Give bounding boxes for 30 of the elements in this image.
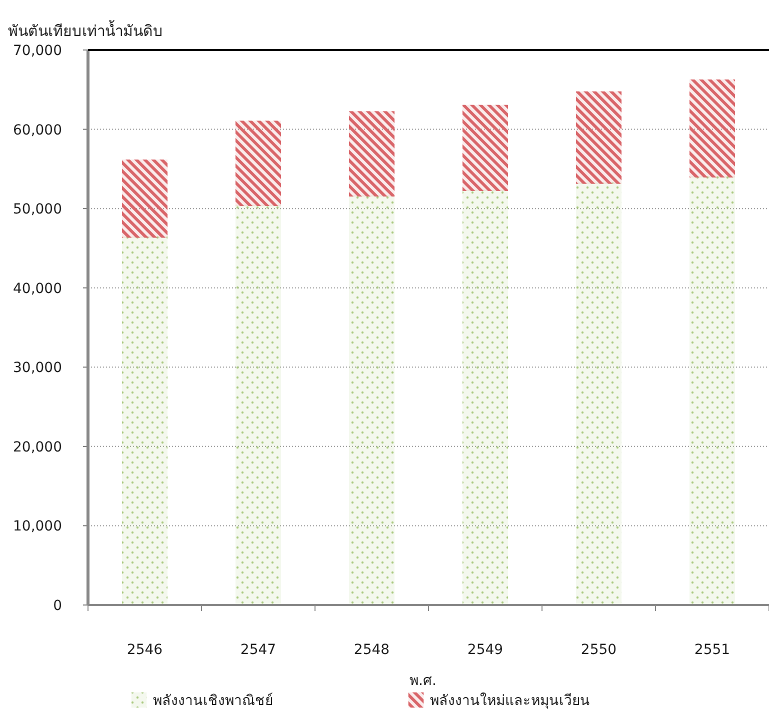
x-tick-label: 2550 [580, 642, 617, 658]
bar [462, 104, 508, 191]
y-axis-title: พันตันเทียบเท่าน้ำมันดิบ [8, 20, 163, 40]
y-tick-label: 50,000 [13, 202, 62, 218]
bar [122, 160, 168, 238]
bar [689, 79, 736, 178]
legend-label: พลังงานเชิงพาณิชย์ [153, 692, 273, 709]
bar [576, 91, 622, 184]
x-tick-label: 2549 [467, 642, 504, 658]
x-tick-label: 2551 [694, 642, 730, 658]
y-tick-label: 60,000 [13, 122, 62, 138]
x-axis-title: พ.ศ. [410, 673, 436, 689]
bar [348, 195, 395, 606]
bar [122, 236, 168, 606]
bar [576, 182, 622, 606]
y-tick-label: 0 [53, 598, 62, 614]
y-tick-label: 40,000 [13, 280, 62, 297]
bar [235, 204, 282, 606]
legend-label: พลังงานใหม่และหมุนเวียน [430, 692, 590, 709]
y-tick-label: 20,000 [13, 439, 62, 456]
x-tick-label: 2546 [126, 642, 163, 658]
bar [462, 190, 508, 606]
bar [348, 111, 395, 197]
bar [689, 176, 736, 606]
y-tick-label: 30,000 [13, 360, 62, 376]
y-tick-label: 10,000 [13, 518, 62, 535]
y-tick-label: 70,000 [13, 43, 62, 59]
bar [235, 120, 282, 206]
x-tick-label: 2547 [240, 642, 276, 658]
x-tick-label: 2548 [354, 642, 390, 658]
